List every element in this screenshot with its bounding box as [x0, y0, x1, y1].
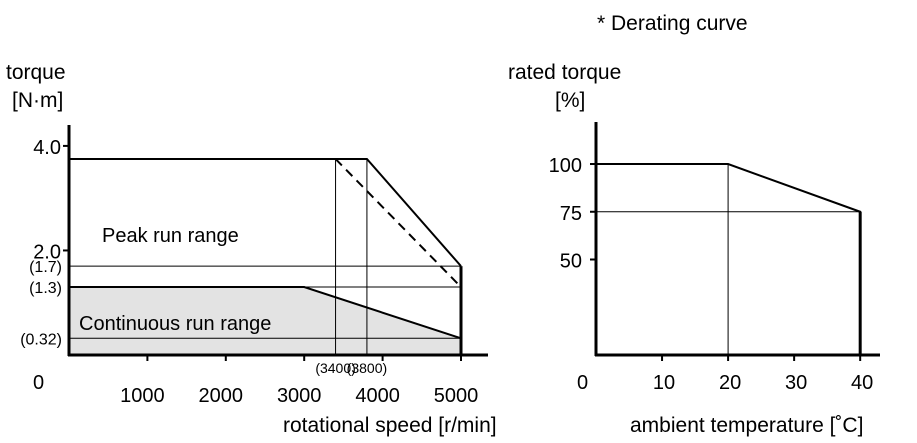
x-tick-label: 4000 [355, 385, 400, 407]
left-origin-label: 0 [33, 372, 44, 394]
right-yunit: [%] [555, 89, 585, 112]
x-tick-label: 40 [851, 372, 873, 394]
derating-note: * Derating curve [597, 12, 748, 35]
y-tick-label: (0.32) [20, 331, 62, 348]
x-tick-label: 2000 [199, 385, 244, 407]
y-tick-label: (1.3) [29, 280, 62, 297]
y-tick-label: 2.0 [33, 241, 61, 263]
derating-chart: rated torque [%] 0 ambient temperature [… [508, 61, 880, 437]
x-tick-label: 1000 [120, 385, 165, 407]
left-xlabel: rotational speed [r/min] [283, 414, 497, 437]
y-tick-label: 50 [560, 251, 582, 273]
left-yunit: [N·m] [12, 89, 63, 112]
x-tick-label: 30 [785, 372, 807, 394]
y-tick-label: 75 [560, 203, 582, 225]
left-ylabel: torque [6, 61, 66, 84]
x-tick-label: 3000 [277, 385, 322, 407]
y-tick-label: 100 [549, 155, 582, 177]
y-tick-label: 4.0 [33, 137, 61, 159]
peak-run-range-line [69, 157, 462, 267]
right-ylabel: rated torque [508, 61, 621, 84]
torque-speed-chart: torque [N·m] 0 rotational speed [r/min] … [6, 61, 497, 437]
y-tick-label: (1.7) [29, 259, 62, 276]
continuous-run-range-line [69, 286, 462, 340]
x-tick-label: 5000 [434, 385, 479, 407]
x-tick-label: 10 [653, 372, 675, 394]
right-xlabel: ambient temperature [˚C] [630, 414, 863, 437]
continuous-run-range-label: Continuous run range [79, 313, 271, 335]
speed-marker-label: (3400) [315, 360, 355, 376]
right-origin-label: 0 [577, 372, 588, 394]
speed-marker-label: (3800) [347, 360, 387, 376]
x-tick-label: 20 [719, 372, 741, 394]
peak-run-range-label: Peak run range [102, 225, 239, 247]
